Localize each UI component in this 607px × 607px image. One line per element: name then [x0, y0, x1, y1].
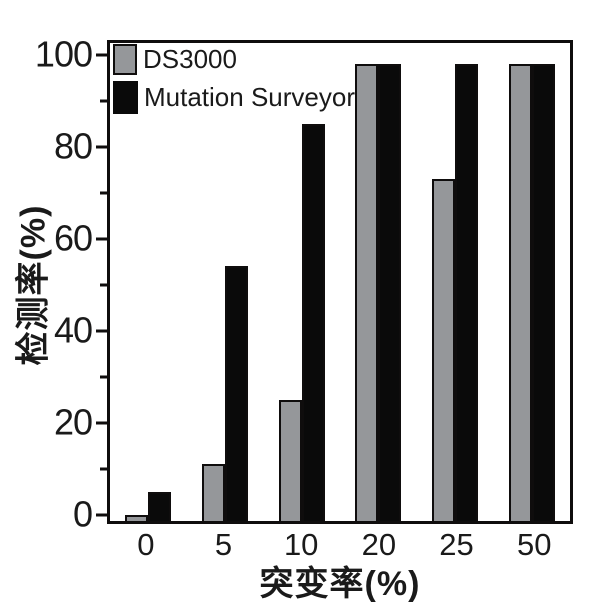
- y-tick-label-20: 20: [53, 400, 93, 442]
- y-tick-label-60: 60: [53, 217, 93, 259]
- y-tick-label-80: 80: [53, 125, 93, 167]
- legend-swatch-ds3000: [113, 44, 137, 75]
- legend-item-ds3000: DS3000: [113, 44, 355, 75]
- y-tick-label-0: 0: [72, 492, 93, 534]
- bar-mutation-surveyor-25: [455, 64, 479, 521]
- bar-ds3000-5: [202, 464, 225, 521]
- bar-mutation-surveyor-5: [225, 266, 248, 521]
- legend-label-ds3000: DS3000: [143, 44, 237, 75]
- y-minor-tick-50: [100, 283, 107, 287]
- bar-group-25: [417, 43, 494, 521]
- y-minor-tick-10: [100, 467, 107, 471]
- x-tick-label-10: 10: [283, 527, 319, 562]
- bar-group-20: [340, 43, 417, 521]
- y-minor-tick-70: [100, 191, 107, 195]
- legend-swatch-mutation-surveyor: [113, 81, 138, 114]
- bar-group-50: [493, 43, 570, 521]
- x-tick-label-50: 50: [516, 527, 552, 562]
- x-tick-label-5: 5: [214, 527, 233, 562]
- bar-ds3000-50: [508, 64, 532, 521]
- y-major-tick-100: [96, 53, 107, 57]
- y-major-tick-40: [96, 329, 107, 333]
- bar-ds3000-10: [278, 399, 302, 521]
- bar-ds3000-20: [355, 64, 379, 521]
- y-major-tick-0: [96, 513, 107, 517]
- legend-item-mutation-surveyor: Mutation Surveyor: [113, 81, 355, 114]
- x-tick-label-20: 20: [361, 527, 397, 562]
- bar-ds3000-0: [125, 514, 149, 521]
- bar-ds3000-25: [432, 179, 456, 521]
- bar-group-10: [263, 43, 340, 521]
- plot-area: DS3000 Mutation Surveyor: [96, 40, 573, 524]
- bar-mutation-surveyor-0: [148, 491, 172, 521]
- x-tick-label-25: 25: [439, 527, 474, 562]
- x-axis-title: 突变率(%): [259, 565, 421, 603]
- bar-mutation-surveyor-50: [531, 64, 555, 521]
- legend-label-mutation-surveyor: Mutation Surveyor: [144, 82, 355, 113]
- bar-group-5: [187, 43, 264, 521]
- bar-mutation-surveyor-10: [301, 123, 325, 521]
- y-minor-tick-90: [100, 99, 107, 103]
- y-tick-label-100: 100: [34, 33, 93, 75]
- y-major-tick-80: [96, 145, 107, 149]
- legend: DS3000 Mutation Surveyor: [113, 44, 355, 114]
- bars-layer: [110, 43, 570, 521]
- bar-mutation-surveyor-20: [378, 64, 402, 521]
- y-tick-label-40: 40: [53, 308, 93, 350]
- y-axis-tick-labels: 0 20 40 60 80 100: [0, 36, 93, 532]
- y-minor-tick-30: [100, 375, 107, 379]
- bar-group-0: [110, 43, 187, 521]
- y-major-tick-60: [96, 237, 107, 241]
- x-tick-label-0: 0: [137, 527, 155, 562]
- y-major-tick-20: [96, 421, 107, 425]
- x-axis-tick-labels: 0 5 10 20 25 50: [107, 529, 573, 560]
